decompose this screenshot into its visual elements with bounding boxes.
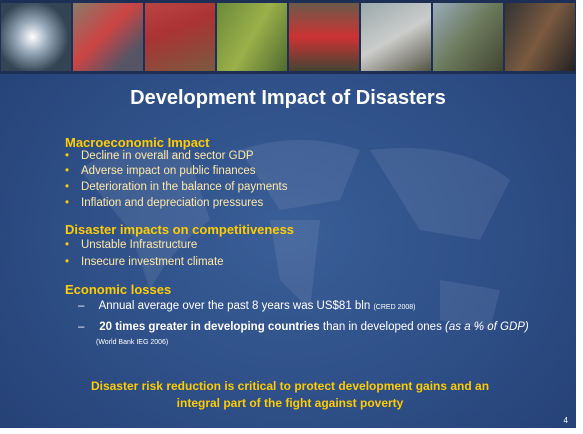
- section-heading: Disaster impacts on competitiveness: [65, 222, 295, 237]
- source: (CRED 2008): [373, 304, 416, 311]
- sub-item: 20 times greater in developing countries…: [96, 320, 536, 350]
- italic-text: (as a % of GDP): [445, 321, 529, 333]
- text: Annual average over the past 8 years was…: [98, 300, 371, 312]
- section-heading: Macroeconomic Impact: [65, 135, 210, 150]
- photo: [1, 3, 71, 71]
- photo: [73, 3, 143, 71]
- section-heading: Economic losses: [65, 282, 172, 297]
- bullet: Insecure investment climate: [65, 256, 224, 268]
- photo: [433, 3, 503, 71]
- photo: [217, 3, 287, 71]
- slide-title: Development Impact of Disasters: [130, 87, 446, 109]
- bullet: Deterioration in the balance of payments: [65, 181, 287, 193]
- bullet: Unstable Infrastructure: [65, 239, 197, 251]
- bold-text: 20 times greater in developing countries: [99, 321, 320, 333]
- bullet: Inflation and depreciation pressures: [65, 197, 263, 209]
- photo: [145, 3, 215, 71]
- photo-strip: [0, 0, 576, 74]
- sub-item: Annual average over the past 8 years was…: [96, 300, 416, 312]
- source: (World Bank IEG 2006): [96, 339, 169, 346]
- photo: [505, 3, 575, 71]
- page-number: 4: [563, 416, 568, 425]
- conclusion: Disaster risk reduction is critical to p…: [90, 379, 490, 410]
- photo: [361, 3, 431, 71]
- slide: Development Impact of Disasters Macroeco…: [0, 0, 576, 428]
- bullet: Decline in overall and sector GDP: [65, 150, 254, 162]
- text: than in developed ones: [322, 321, 442, 333]
- photo: [289, 3, 359, 71]
- bullet: Adverse impact on public finances: [65, 165, 256, 177]
